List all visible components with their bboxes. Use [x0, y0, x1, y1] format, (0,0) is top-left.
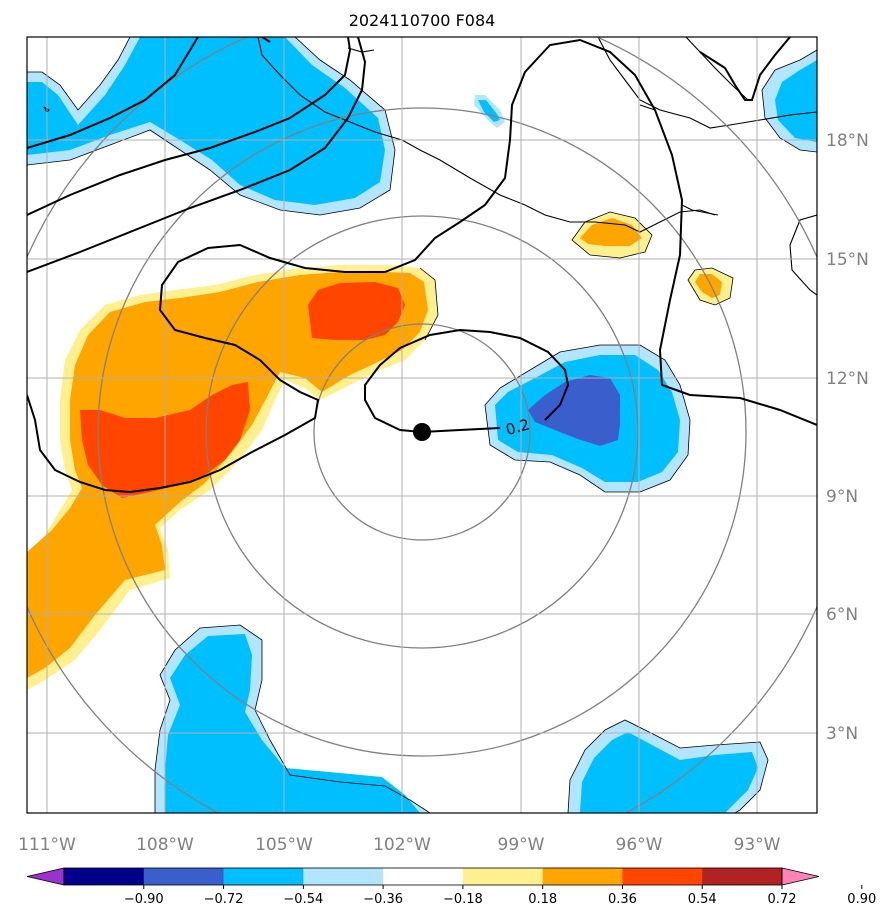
lon-labels: 111°W 108°W 105°W 102°W 99°W 96°W 93°W — [18, 835, 781, 855]
lat-label: 6°N — [826, 605, 858, 625]
colorbar-segment — [542, 868, 623, 885]
lon-label: 108°W — [136, 835, 194, 855]
pos-area-main-mid — [27, 272, 428, 678]
colorbar-segment — [702, 868, 783, 885]
colorbar-tick-label: −0.54 — [283, 892, 323, 907]
storm-center-marker — [413, 423, 431, 441]
colorbar-extend-high — [781, 867, 820, 886]
lat-label: 18°N — [826, 131, 869, 151]
lat-label: 15°N — [826, 250, 869, 270]
lat-label: 9°N — [826, 487, 858, 507]
colorbar-tick-label: 0.54 — [688, 892, 717, 907]
contour-center-line — [364, 328, 570, 433]
pos-area-small-2-mid — [695, 274, 722, 298]
neg-area-ne-mid — [775, 60, 817, 142]
lon-label: 96°W — [616, 835, 663, 855]
lon-label: 105°W — [255, 835, 313, 855]
colorbar-segment — [64, 868, 145, 885]
colorbar-tick-label: −0.36 — [363, 892, 403, 907]
lon-label: 93°W — [734, 835, 781, 855]
lat-labels: 18°N 15°N 12°N 9°N 6°N 3°N — [826, 131, 869, 744]
colorbar-segment — [383, 868, 464, 885]
neg-area-se-mid — [580, 732, 758, 813]
neg-area-s-mid — [165, 634, 420, 813]
colorbar: −0.90 −0.72 −0.54 −0.36 −0.18 0.18 0.36 0.54 0.7… — [26, 867, 876, 907]
colorbar-tick-label: 0.18 — [528, 892, 557, 907]
range-ring-3 — [97, 107, 747, 757]
range-rings — [27, 37, 817, 813]
map-frame — [26, 36, 818, 814]
colorbar-segment — [622, 868, 703, 885]
lon-label: 102°W — [373, 835, 431, 855]
colorbar-tick-label: 0.90 — [847, 892, 876, 907]
lat-label: 12°N — [826, 369, 869, 389]
colorbar-tick-label: −0.18 — [443, 892, 483, 907]
lat-label: 3°N — [826, 724, 858, 744]
colorbar-segment — [223, 868, 304, 885]
pos-area-center-strong — [308, 282, 405, 340]
lon-label: 111°W — [18, 835, 76, 855]
gridlines — [27, 37, 817, 813]
range-ring-2 — [205, 215, 639, 649]
map-area: 0.2 — [27, 37, 817, 813]
range-ring-1 — [313, 323, 531, 541]
map-title: 2024110700 F084 — [349, 11, 496, 30]
colorbar-tick-label: 0.36 — [608, 892, 637, 907]
thick-contours — [27, 37, 817, 494]
colorbar-tick-label: −0.72 — [204, 892, 244, 907]
colorbar-tick-label: −0.90 — [124, 892, 164, 907]
pos-area-small-1-mid — [580, 218, 642, 246]
colorbar-tick-label: 0.72 — [768, 892, 797, 907]
lon-label: 99°W — [498, 835, 545, 855]
colorbar-segment — [303, 868, 384, 885]
colorbar-extend-low — [26, 867, 65, 886]
fill-outlines — [27, 37, 817, 813]
contour-label: 0.2 — [504, 415, 532, 439]
colorbar-segment — [462, 868, 544, 885]
center-track: 0.2 — [364, 328, 570, 441]
neg-area-nw-mid — [27, 37, 385, 205]
colorbar-segment — [143, 868, 225, 885]
neg-area-east-strong — [528, 375, 620, 446]
colorbar-frame — [63, 867, 783, 886]
